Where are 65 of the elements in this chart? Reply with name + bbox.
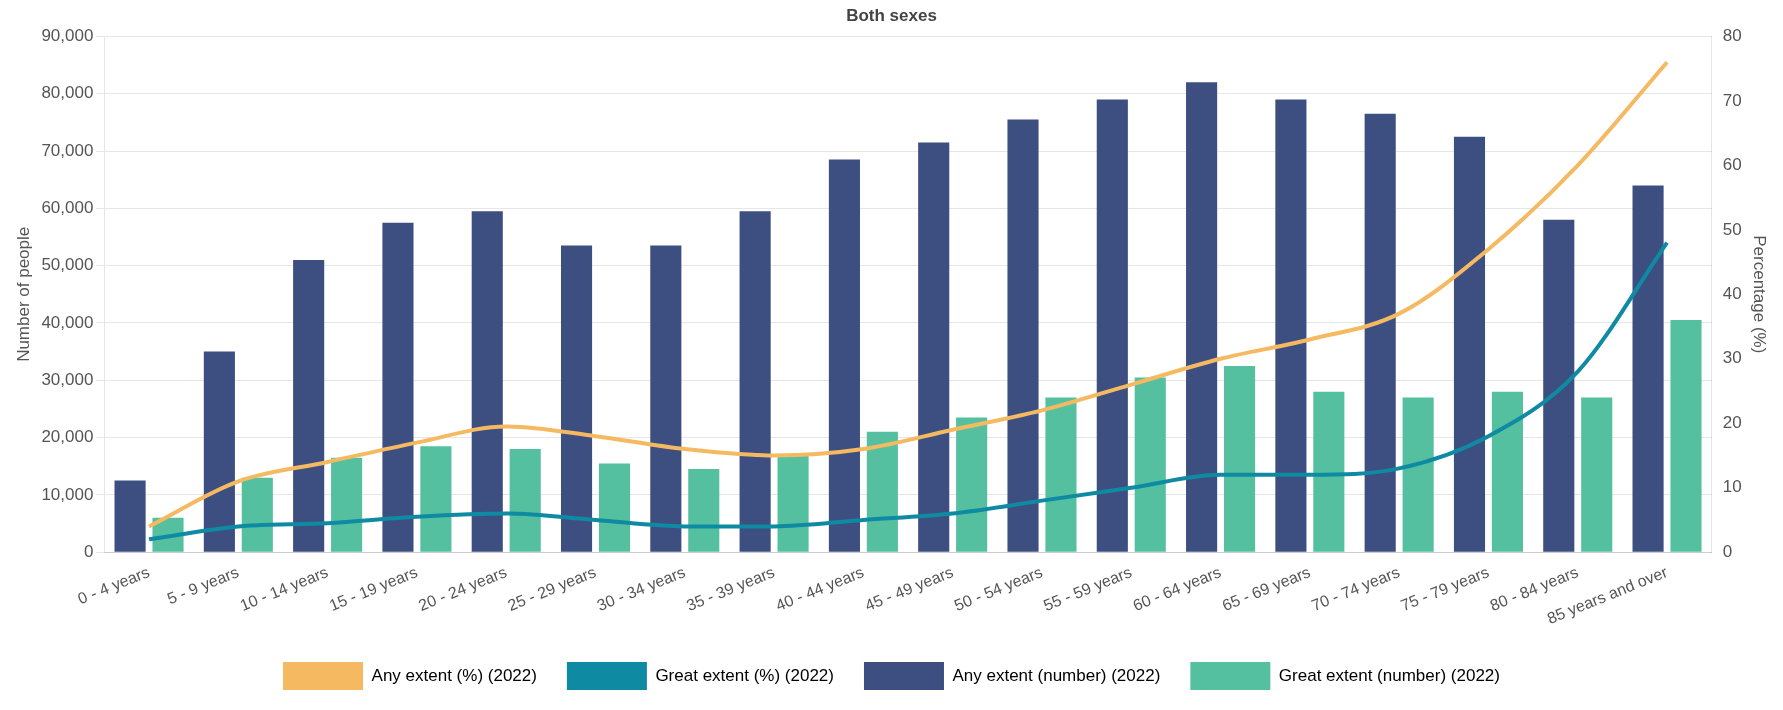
bar: [241, 477, 273, 552]
bar: [777, 454, 809, 552]
bar: [203, 351, 235, 552]
y2-tick-label: 30: [1722, 348, 1742, 368]
legend-label: Great extent (%) (2022): [655, 665, 834, 685]
bar: [1491, 391, 1523, 552]
y-tick-label: 60,000: [41, 198, 94, 218]
bar: [1134, 377, 1166, 552]
y-tick-label: 0: [83, 541, 94, 561]
bar: [598, 463, 631, 552]
bar: [509, 449, 541, 552]
x-tick-label: 0 - 4 years: [75, 563, 152, 608]
bar: [1453, 136, 1486, 552]
y-tick-label: 80,000: [41, 83, 94, 103]
bar: [1670, 320, 1702, 552]
bar: [1045, 397, 1077, 552]
line-series: [147, 60, 1670, 529]
chart-title: Both sexes: [846, 5, 937, 25]
bar: [1096, 99, 1128, 552]
bar: [331, 457, 363, 552]
y-tick-label: 10,000: [41, 484, 94, 504]
bar: [1313, 391, 1345, 552]
y-axis-title: Number of people: [13, 226, 33, 362]
legend-label: Any extent (%) (2022): [371, 665, 537, 685]
y-tick-label: 70,000: [41, 140, 94, 160]
bar: [918, 142, 950, 552]
legend-label: Any extent (number) (2022): [952, 665, 1161, 685]
bar: [1581, 397, 1613, 552]
y-tick-label: 30,000: [41, 369, 94, 389]
bar: [866, 431, 898, 552]
bar: [420, 446, 452, 552]
y-tick-label: 50,000: [41, 255, 94, 275]
bar: [382, 222, 414, 552]
bar: [471, 211, 503, 552]
bar: [114, 480, 146, 552]
bar: [956, 417, 988, 552]
bar: [650, 245, 682, 552]
bar: [560, 245, 593, 552]
line-series: [147, 240, 1670, 542]
bar: [739, 211, 771, 552]
y-tick-label: 20,000: [41, 427, 94, 447]
y2-tick-label: 60: [1722, 155, 1742, 175]
y2-tick-label: 50: [1722, 219, 1742, 239]
bar: [1543, 219, 1575, 552]
y2-tick-label: 80: [1722, 26, 1742, 46]
y2-tick-label: 0: [1722, 541, 1733, 561]
y-tick-label: 90,000: [41, 26, 94, 46]
bar: [1186, 82, 1218, 552]
y2-axis-title: Percentage (%): [1750, 235, 1770, 354]
x-tick-label: 5 - 9 years: [164, 563, 242, 608]
legend-label: Great extent (number) (2022): [1278, 665, 1500, 685]
y2-tick-label: 40: [1722, 284, 1742, 303]
y2-tick-label: 70: [1722, 90, 1742, 110]
y2-tick-label: 20: [1722, 412, 1742, 432]
bar: [688, 469, 720, 552]
bar: [1223, 365, 1256, 552]
bar: [1402, 397, 1434, 552]
bar: [1007, 119, 1039, 552]
y-tick-label: 40,000: [41, 312, 94, 332]
bar: [1632, 185, 1664, 552]
bar: [293, 259, 325, 552]
y2-tick-label: 10: [1722, 477, 1742, 497]
bar: [1364, 113, 1396, 552]
bar: [828, 159, 860, 552]
bar: [1275, 99, 1307, 552]
